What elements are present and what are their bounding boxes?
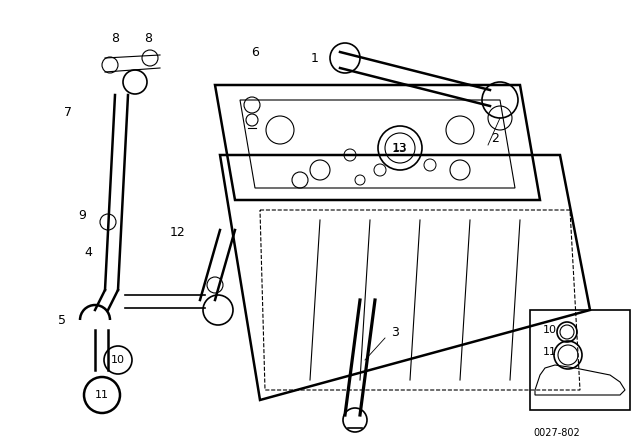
Text: 7: 7 [64,105,72,119]
Text: 3: 3 [391,326,399,339]
Text: 4: 4 [84,246,92,258]
Text: 11: 11 [95,390,109,400]
Text: 11: 11 [543,347,557,357]
Text: 8: 8 [111,31,119,44]
Text: 12: 12 [170,225,186,238]
Text: 0027-802: 0027-802 [533,428,580,438]
Bar [530,310,630,410]
Text: 13: 13 [393,143,407,153]
Text: 10: 10 [111,355,125,365]
Text: 1: 1 [311,52,319,65]
Text: 9: 9 [78,208,86,221]
Text: 2: 2 [491,132,499,145]
Text: 6: 6 [251,46,259,59]
Text: 5: 5 [58,314,66,327]
Text: 8: 8 [144,31,152,44]
Text: 13: 13 [392,142,408,155]
Text: 10: 10 [543,325,557,335]
